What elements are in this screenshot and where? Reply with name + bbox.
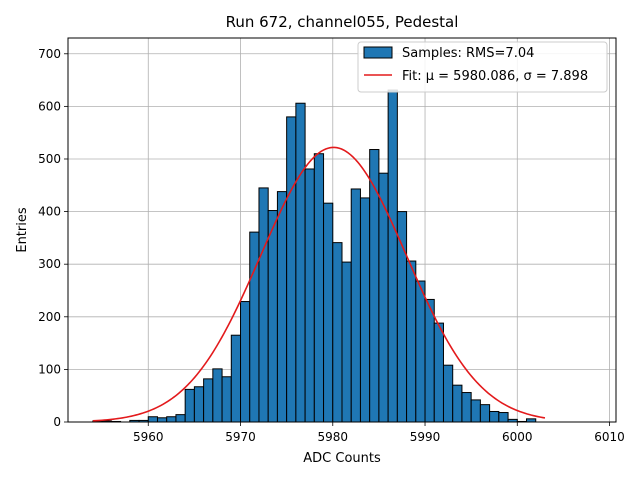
x-tick-label: 6000 [502, 430, 533, 444]
y-tick-label: 500 [38, 152, 61, 166]
histogram-bar [240, 301, 251, 423]
histogram-bar [193, 386, 205, 423]
x-tick-label: 5970 [225, 430, 256, 444]
histogram-bar [258, 187, 269, 423]
histogram-bar [341, 261, 352, 423]
histogram-bar [479, 404, 491, 423]
histogram-bar [415, 280, 426, 423]
histogram-bar [489, 410, 500, 423]
histogram-bar [304, 168, 315, 423]
plot-frame [67, 37, 617, 423]
gaussian-fit-curve [92, 146, 546, 422]
histogram-bar [156, 417, 168, 423]
x-tick-label: 5980 [318, 430, 349, 444]
histogram-bar [276, 191, 288, 423]
histogram-bar [387, 89, 398, 423]
histogram-bar [350, 188, 361, 423]
histogram-bar [184, 388, 195, 423]
y-axis-ticks: 0 100 200 300 400 500 600 700 [38, 47, 68, 429]
x-axis-ticks: 5960 5970 5980 5990 6000 6010 [133, 422, 625, 444]
histogram-bar [267, 210, 278, 423]
histogram-bar [203, 378, 214, 423]
y-axis-label: Entries [15, 207, 30, 253]
y-tick-label: 700 [38, 47, 61, 61]
legend-box [357, 41, 608, 93]
histogram-bar [295, 102, 306, 423]
histogram-bar [442, 364, 454, 423]
y-tick-label: 600 [38, 99, 61, 113]
legend-swatch-samples [363, 46, 393, 59]
y-tick-label: 200 [38, 310, 61, 324]
histogram-bar [406, 260, 417, 423]
histogram-bar [369, 149, 380, 423]
y-tick-label: 300 [38, 257, 61, 271]
histogram-bar [147, 416, 158, 423]
legend-label-fit: Fit: μ = 5980.086, σ = 7.898 [402, 69, 588, 84]
x-tick-label: 5960 [133, 430, 164, 444]
histogram-bar [323, 202, 334, 423]
histogram-bar [230, 334, 242, 423]
histogram-bar [221, 376, 232, 423]
legend: Samples: RMS=7.04 Fit: μ = 5980.086, σ =… [357, 41, 608, 93]
histogram-bar [396, 211, 408, 423]
histogram-bar [470, 399, 481, 423]
legend-label-samples: Samples: RMS=7.04 [402, 46, 534, 61]
histogram-bar [498, 412, 509, 423]
histogram-bars [92, 89, 537, 423]
histogram-bar [359, 197, 371, 423]
histogram-bar [461, 392, 472, 423]
histogram-bar [166, 416, 177, 423]
x-axis-label: ADC Counts [303, 451, 381, 466]
histogram-bar [424, 298, 435, 423]
histogram-bar [212, 368, 223, 423]
histogram-bar [313, 153, 325, 423]
y-tick-label: 0 [53, 415, 61, 429]
histogram-bar [175, 414, 186, 423]
y-tick-label: 400 [38, 205, 61, 219]
chart-title: Run 672, channel055, Pedestal [226, 13, 459, 31]
histogram-bar [452, 384, 463, 423]
y-tick-label: 100 [38, 362, 61, 376]
x-tick-label: 6010 [594, 430, 625, 444]
histogram-bar [332, 242, 343, 423]
x-tick-label: 5990 [410, 430, 441, 444]
histogram-bar [286, 116, 297, 423]
histogram-bar [433, 322, 444, 423]
